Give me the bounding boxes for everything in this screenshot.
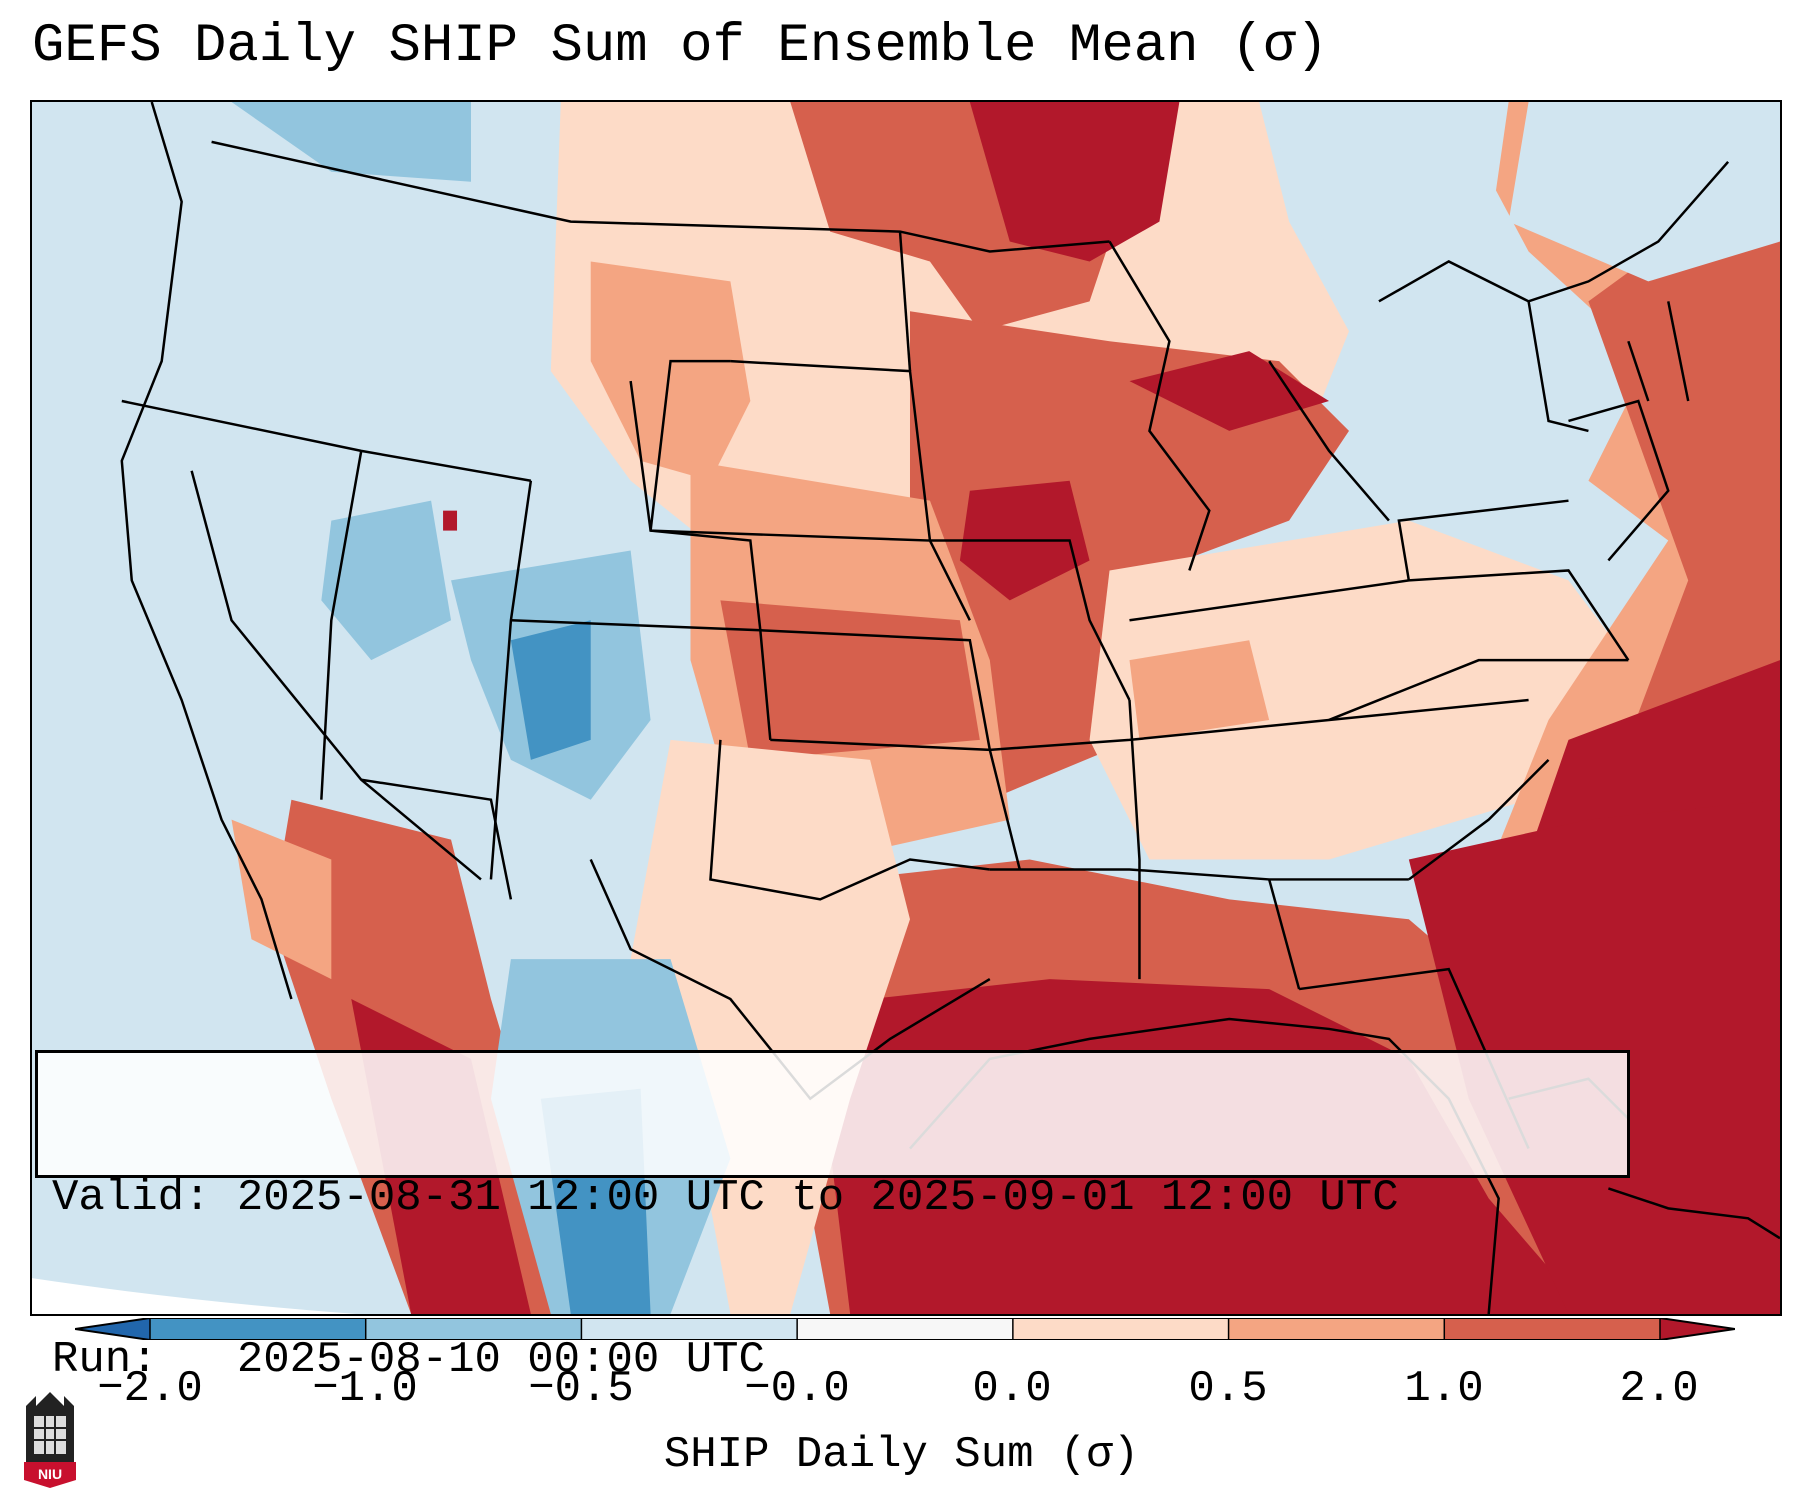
anomaly-region xyxy=(510,620,591,760)
colorbar-tick-label: 0.0 xyxy=(972,1364,1052,1414)
colorbar-tick-label: 0.5 xyxy=(1188,1364,1268,1414)
colorbar-label: SHIP Daily Sum (σ) xyxy=(663,1430,1140,1480)
anomaly-region xyxy=(321,500,452,661)
anomaly-region xyxy=(1259,102,1509,302)
anomaly-region xyxy=(231,102,471,182)
valid-time-text: Valid: 2025-08-31 12:00 UTC to 2025-09-0… xyxy=(52,1173,1399,1223)
anomaly-region xyxy=(1129,351,1330,431)
anomaly-region xyxy=(1089,520,1629,860)
run-time-text: Run: 2025-08-10 00:00 UTC xyxy=(52,1335,765,1385)
valid-run-info-box: Valid: 2025-08-31 12:00 UTC to 2025-09-0… xyxy=(35,1050,1630,1385)
domain-edge xyxy=(32,1278,357,1314)
colorbar-bins xyxy=(75,1318,1735,1340)
colorbar-bin xyxy=(797,1318,1014,1340)
colorbar-extend-max xyxy=(1660,1318,1735,1340)
anomaly-region xyxy=(630,739,910,1314)
anomaly-region xyxy=(720,600,980,760)
colorbar-bin xyxy=(150,1318,367,1340)
colorbar-bin xyxy=(581,1318,798,1340)
niu-logo-icon: NIU xyxy=(24,1392,76,1488)
colorbar-bin xyxy=(1012,1318,1230,1340)
colorbar-bin xyxy=(365,1318,582,1340)
niu-logo: NIU xyxy=(22,1392,78,1488)
colorbar-tick-label: 2.0 xyxy=(1619,1364,1699,1414)
anomaly-cell xyxy=(443,510,458,531)
anomaly-region xyxy=(231,819,332,980)
colorbar-tick-label: −0.0 xyxy=(744,1364,850,1414)
anomaly-region xyxy=(1508,102,1780,282)
colorbar-tick-label: 1.0 xyxy=(1404,1364,1484,1414)
colorbar-bin xyxy=(1444,1318,1661,1340)
colorbar-extend-min xyxy=(75,1318,150,1340)
colorbar xyxy=(75,1318,1735,1340)
niu-logo-text: NIU xyxy=(38,1466,62,1482)
anomaly-region xyxy=(969,102,1180,262)
colorbar-tick-label: −2.0 xyxy=(97,1364,203,1414)
anomaly-region xyxy=(1129,640,1270,740)
chart-title: GEFS Daily SHIP Sum of Ensemble Mean (σ) xyxy=(32,16,1329,77)
colorbar-tick-label: −0.5 xyxy=(528,1364,634,1414)
colorbar-bin xyxy=(1228,1318,1445,1340)
colorbar-tick-label: −1.0 xyxy=(312,1364,418,1414)
anomaly-region xyxy=(909,311,1349,800)
